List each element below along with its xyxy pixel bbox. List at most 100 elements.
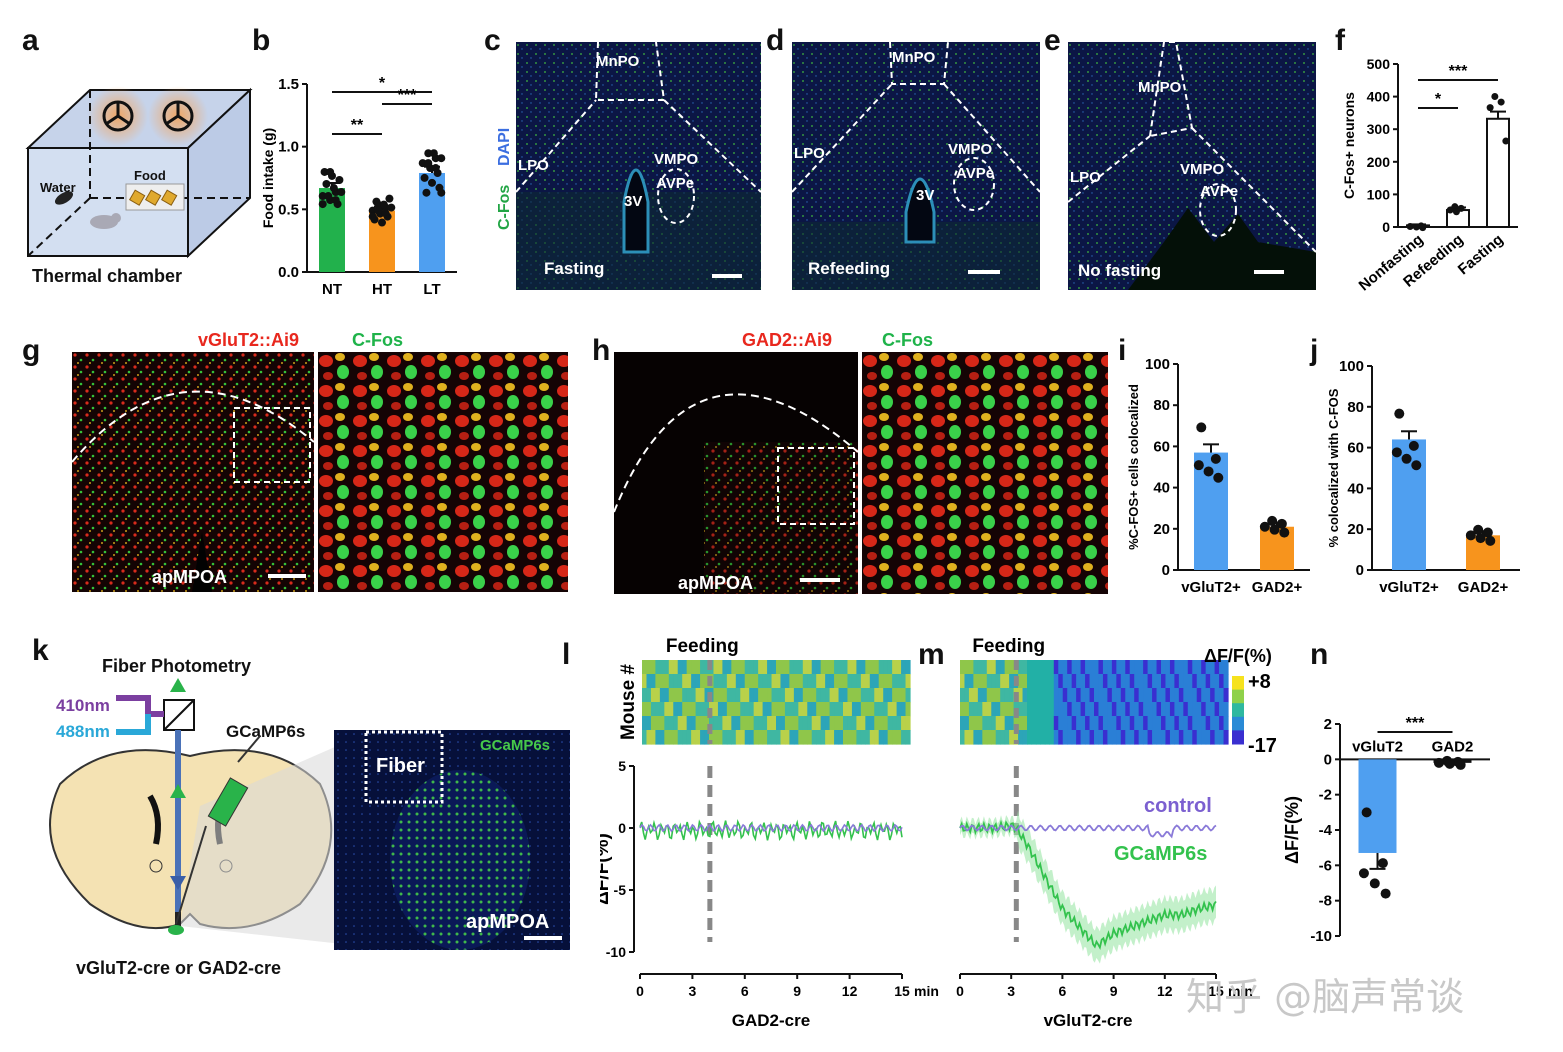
h-cfos-label: C-Fos bbox=[882, 330, 933, 350]
heatmap-cell bbox=[713, 702, 719, 717]
heatmap-cell bbox=[682, 660, 688, 675]
heatmap-cell bbox=[1143, 688, 1149, 703]
heatmap-cell bbox=[1183, 688, 1189, 703]
heatmap-cell bbox=[695, 674, 701, 689]
heatmap-cell bbox=[960, 730, 966, 745]
heatmap-cell bbox=[1138, 702, 1144, 717]
heatmap-cell bbox=[762, 702, 768, 717]
data-point bbox=[1269, 524, 1280, 535]
heatmap-cell bbox=[887, 660, 893, 675]
heatmap-cell bbox=[673, 702, 679, 717]
g-cfos-label: C-Fos bbox=[352, 330, 403, 350]
heatmap-cell bbox=[1035, 660, 1041, 675]
heatmap-cell bbox=[767, 716, 773, 731]
heatmap-cell bbox=[1022, 730, 1028, 745]
heatmap-cell bbox=[834, 716, 840, 731]
heatmap-cell bbox=[735, 688, 741, 703]
heatmap-cell bbox=[1058, 702, 1064, 717]
heatmap-cell bbox=[1125, 702, 1131, 717]
heatmap-cell bbox=[851, 702, 857, 717]
heatmap-cell bbox=[1138, 688, 1144, 703]
g-ai9-label: vGluT2::Ai9 bbox=[198, 330, 300, 350]
heatmap-cell bbox=[740, 702, 746, 717]
data-point bbox=[322, 180, 331, 189]
d-mnpo-label: MnPO bbox=[892, 49, 936, 66]
data-point bbox=[428, 178, 436, 187]
heatmap-cell bbox=[659, 660, 665, 675]
heatmap-cell bbox=[1027, 702, 1033, 717]
heatmap-cell bbox=[655, 660, 661, 675]
heatmap-cell bbox=[744, 702, 750, 717]
gcamp6s-label: GCaMP6s bbox=[226, 722, 306, 741]
heatmap-cell bbox=[851, 674, 857, 689]
control-trace bbox=[639, 823, 903, 833]
heatmap-cell bbox=[986, 688, 992, 703]
heatmap-cell bbox=[1094, 702, 1100, 717]
heatmap-cell bbox=[905, 688, 911, 703]
h-region-label: apMPOA bbox=[678, 573, 754, 593]
heatmap-cell bbox=[1080, 660, 1086, 675]
heatmap-cell bbox=[1031, 730, 1037, 745]
488nm-label: 488nm bbox=[56, 722, 110, 741]
heatmap-cell bbox=[1049, 730, 1055, 745]
syringe-icon bbox=[207, 777, 249, 827]
y-tick-label: 0 bbox=[1382, 219, 1390, 235]
heatmap-cell bbox=[771, 674, 777, 689]
heatmap-cell bbox=[960, 660, 966, 675]
heatmap-cell bbox=[820, 716, 826, 731]
heatmap-cell bbox=[780, 730, 786, 745]
heatmap-cell bbox=[1102, 716, 1108, 731]
heatmap-cell bbox=[802, 674, 808, 689]
heatmap-cell bbox=[709, 730, 715, 745]
heatmap-cell bbox=[968, 730, 974, 745]
heatmap-cell bbox=[691, 660, 697, 675]
heatmap-cell bbox=[1044, 674, 1050, 689]
heatmap-cell bbox=[860, 674, 866, 689]
heatmap-cell bbox=[771, 716, 777, 731]
heatmap-cell bbox=[1058, 716, 1064, 731]
micrograph-d: MnPO LPO VMPO AVPe 3V Refeeding bbox=[792, 42, 1040, 290]
heatmap-cell bbox=[726, 730, 732, 745]
heatmap-cell bbox=[802, 688, 808, 703]
heatmap-cell bbox=[995, 730, 1001, 745]
heatmap-cell bbox=[793, 674, 799, 689]
heatmap-cell bbox=[865, 702, 871, 717]
data-point bbox=[1473, 524, 1484, 535]
heatmap-cell bbox=[704, 716, 710, 731]
heatmap-cell bbox=[1187, 716, 1193, 731]
heatmap-cell bbox=[668, 688, 674, 703]
heatmap-cell bbox=[642, 702, 648, 717]
heatmap-cell bbox=[1134, 716, 1140, 731]
heatmap-cell bbox=[664, 660, 670, 675]
heatmap-cell bbox=[713, 688, 719, 703]
heatmap-cell bbox=[1009, 730, 1015, 745]
heatmap-cell bbox=[1205, 660, 1211, 675]
heatmap-cell bbox=[1098, 688, 1104, 703]
h-ai9-label: GAD2::Ai9 bbox=[742, 330, 833, 350]
x-axis-label: vGluT2-cre bbox=[1044, 1011, 1133, 1030]
data-point bbox=[1267, 515, 1278, 526]
heatmap-cell bbox=[767, 702, 773, 717]
heatmap-cell bbox=[762, 660, 768, 675]
heatmap-cell bbox=[964, 674, 970, 689]
heatmap-cell bbox=[1004, 730, 1010, 745]
heatmap-cell bbox=[1004, 674, 1010, 689]
heatmap-cell bbox=[1098, 660, 1104, 675]
heatmap-cell bbox=[1120, 660, 1126, 675]
heatmap-cell bbox=[758, 688, 764, 703]
gcamp-image-label: GCaMP6s bbox=[480, 737, 551, 754]
heatmap-cell bbox=[659, 730, 665, 745]
heatmap-cell bbox=[1116, 674, 1122, 689]
heatmap-cell bbox=[896, 688, 902, 703]
heatmap-cell bbox=[1067, 730, 1073, 745]
heatmap-cell bbox=[869, 730, 875, 745]
heatmap-cell bbox=[1192, 716, 1198, 731]
x-tick-label: GAD2 bbox=[1432, 738, 1474, 755]
x-tick-label: 15 bbox=[894, 983, 910, 999]
data-point bbox=[1419, 224, 1427, 232]
heatmap-cell bbox=[1107, 674, 1113, 689]
heatmap-cell bbox=[1094, 716, 1100, 731]
heatmap-cell bbox=[1165, 660, 1171, 675]
panel-label-k: k bbox=[32, 634, 49, 667]
heatmap-cell bbox=[664, 730, 670, 745]
